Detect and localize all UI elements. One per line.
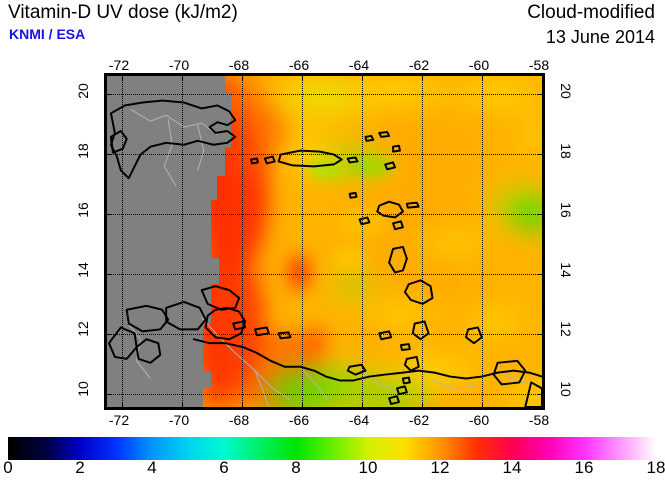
credit-label: KNMI / ESA bbox=[9, 26, 86, 42]
y-tick-label-left-5: 20 bbox=[75, 83, 91, 99]
x-tick-label-bottom-1: -70 bbox=[168, 412, 190, 428]
y-tick-label-right-1: 12 bbox=[558, 321, 574, 338]
colorbar-tick-4: 8 bbox=[291, 458, 301, 477]
coastline-overlay bbox=[107, 99, 542, 407]
uv-dose-raster bbox=[107, 76, 542, 407]
x-tick-label-top-3: -66 bbox=[288, 57, 310, 73]
x-tick-label-top-5: -62 bbox=[408, 57, 430, 73]
x-tick-label-bottom-3: -66 bbox=[288, 412, 310, 428]
observation-date: 13 June 2014 bbox=[545, 27, 655, 47]
y-tick-label-left-1: 12 bbox=[75, 321, 91, 338]
colorbar-tick-5: 10 bbox=[358, 458, 378, 477]
colorbar-gradient bbox=[8, 437, 656, 460]
y-tick-label-left-0: 10 bbox=[75, 381, 91, 397]
colorbar-tick-2: 4 bbox=[147, 458, 157, 477]
page-title: Vitamin-D UV dose (kJ/m2) bbox=[8, 2, 238, 23]
colorbar-tick-labels: 0 2 4 6 8 10 12 14 16 18 bbox=[3, 458, 665, 478]
x-tick-label-top-2: -68 bbox=[228, 57, 250, 73]
colorbar-tick-8: 16 bbox=[574, 458, 594, 477]
product-mode-label: Cloud-modified bbox=[527, 2, 655, 23]
x-tick-label-bottom-0: -72 bbox=[108, 412, 130, 428]
colorbar bbox=[8, 437, 656, 460]
map-plot-frame bbox=[104, 73, 545, 410]
colorbar-tick-6: 12 bbox=[430, 458, 450, 477]
map-canvas bbox=[107, 76, 542, 407]
y-axis-labels-right: 10 12 14 16 18 20 bbox=[549, 73, 583, 410]
colorbar-tick-1: 2 bbox=[75, 458, 85, 477]
x-tick-label-bottom-4: -64 bbox=[348, 412, 370, 428]
y-tick-label-right-5: 20 bbox=[558, 83, 574, 99]
y-tick-label-right-0: 10 bbox=[558, 381, 574, 397]
y-tick-label-right-3: 16 bbox=[558, 202, 574, 218]
x-tick-label-bottom-5: -62 bbox=[408, 412, 430, 428]
x-tick-label-top-4: -64 bbox=[348, 57, 370, 73]
x-axis-labels-bottom: -72 -70 -68 -66 -64 -62 -60 -58 bbox=[104, 412, 549, 428]
y-axis-labels-left: 10 12 14 16 18 20 bbox=[66, 73, 100, 410]
y-tick-label-right-4: 18 bbox=[558, 142, 574, 159]
colorbar-tick-7: 14 bbox=[502, 458, 522, 477]
colorbar-tick-0: 0 bbox=[3, 458, 13, 477]
chart-header: Vitamin-D UV dose (kJ/m2) KNMI / ESA Clo… bbox=[0, 0, 665, 56]
x-tick-label-bottom-2: -68 bbox=[228, 412, 250, 428]
y-tick-label-right-2: 14 bbox=[558, 262, 574, 278]
x-tick-label-top-1: -70 bbox=[168, 57, 190, 73]
x-axis-labels-top: -72 -70 -68 -66 -64 -62 -60 -58 bbox=[104, 57, 549, 73]
y-tick-label-left-2: 14 bbox=[75, 262, 91, 278]
x-tick-label-bottom-6: -60 bbox=[468, 412, 490, 428]
colorbar-tick-3: 6 bbox=[219, 458, 229, 477]
y-tick-label-left-3: 16 bbox=[75, 202, 91, 218]
x-tick-label-top-0: -72 bbox=[108, 57, 130, 73]
x-tick-label-top-6: -60 bbox=[468, 57, 490, 73]
colorbar-tick-9: 18 bbox=[646, 458, 665, 477]
x-tick-label-bottom-7: -58 bbox=[528, 412, 550, 428]
y-tick-label-left-4: 18 bbox=[75, 142, 91, 159]
x-tick-label-top-7: -58 bbox=[528, 57, 550, 73]
